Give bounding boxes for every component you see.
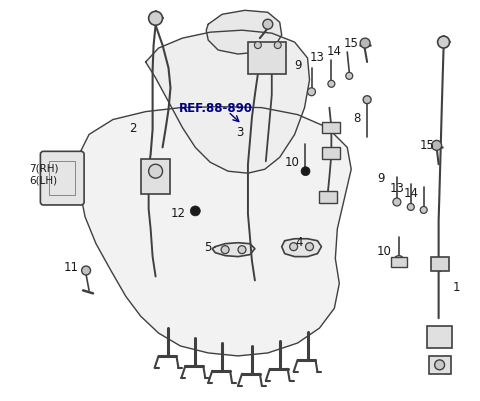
Text: 1: 1 [453, 280, 460, 293]
Text: REF.88-890: REF.88-890 [179, 102, 252, 115]
Circle shape [274, 43, 281, 49]
Circle shape [360, 39, 370, 49]
Polygon shape [206, 11, 282, 55]
Polygon shape [79, 107, 351, 356]
Text: 10: 10 [377, 245, 391, 257]
Polygon shape [282, 239, 322, 257]
Circle shape [438, 37, 450, 49]
Text: 4: 4 [296, 236, 303, 249]
Circle shape [363, 97, 371, 104]
Circle shape [238, 246, 246, 254]
Circle shape [289, 243, 298, 251]
Text: 10: 10 [284, 155, 299, 168]
Bar [323, 148, 340, 160]
Text: 3: 3 [236, 126, 244, 139]
Circle shape [301, 167, 310, 176]
Circle shape [254, 43, 261, 49]
Circle shape [308, 89, 315, 97]
Circle shape [82, 266, 91, 275]
Bar [320, 192, 337, 203]
Text: 14: 14 [327, 45, 342, 57]
Circle shape [191, 207, 200, 217]
Circle shape [149, 12, 163, 26]
Text: 11: 11 [64, 260, 79, 273]
Bar [141, 160, 170, 194]
Bar [323, 122, 340, 134]
Text: 6(LH): 6(LH) [29, 175, 58, 185]
Circle shape [346, 73, 353, 80]
Circle shape [263, 20, 273, 30]
Bar [248, 43, 286, 75]
Text: 9: 9 [377, 171, 385, 184]
Circle shape [328, 81, 335, 88]
Circle shape [435, 360, 444, 370]
Bar [49, 162, 75, 196]
Circle shape [432, 141, 442, 151]
Text: 9: 9 [294, 59, 301, 72]
FancyBboxPatch shape [40, 152, 84, 205]
Text: 8: 8 [353, 112, 361, 125]
Circle shape [149, 165, 163, 179]
Text: 7(RH): 7(RH) [29, 163, 59, 173]
Text: 15: 15 [344, 36, 359, 49]
Text: 13: 13 [389, 181, 404, 194]
Circle shape [420, 207, 427, 214]
Bar [427, 326, 452, 348]
Circle shape [408, 204, 414, 211]
Bar [391, 257, 407, 267]
Text: 15: 15 [419, 138, 434, 152]
Circle shape [393, 198, 401, 207]
Text: 2: 2 [129, 122, 136, 135]
Circle shape [306, 243, 313, 251]
Text: 12: 12 [171, 207, 186, 220]
Circle shape [221, 246, 229, 254]
Text: 13: 13 [310, 51, 325, 64]
Polygon shape [212, 243, 255, 257]
Bar [431, 257, 448, 271]
Bar [429, 356, 451, 374]
Text: 14: 14 [403, 186, 418, 199]
Polygon shape [145, 31, 310, 174]
Text: 5: 5 [204, 241, 212, 253]
Circle shape [394, 256, 404, 266]
